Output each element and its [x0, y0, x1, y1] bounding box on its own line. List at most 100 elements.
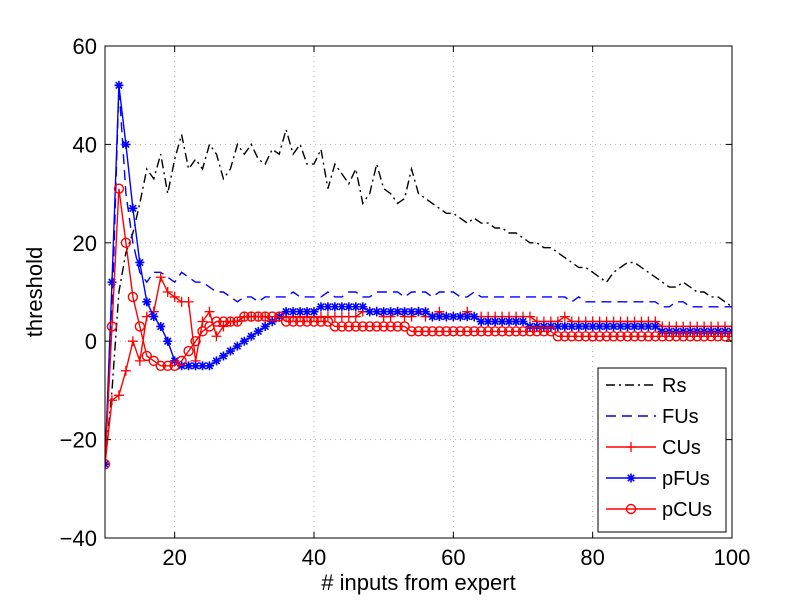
series-line-pcus — [105, 188, 732, 465]
data-point — [462, 312, 472, 322]
plot-frame — [104, 45, 733, 539]
data-point — [393, 307, 403, 317]
data-point — [155, 272, 166, 283]
data-point — [239, 311, 250, 322]
data-point — [629, 331, 640, 342]
data-point — [455, 312, 465, 322]
data-point — [134, 355, 145, 366]
data-point — [205, 361, 214, 371]
data-point — [636, 321, 646, 331]
data-point — [705, 331, 717, 342]
y-tick-label: 20 — [73, 231, 97, 256]
data-point — [609, 321, 619, 331]
legend-label: FUs — [662, 406, 699, 428]
legend-marker — [626, 442, 636, 452]
data-point — [301, 316, 313, 327]
legend-entry-rs: Rs — [606, 375, 686, 397]
data-point — [643, 331, 654, 342]
data-point — [678, 331, 689, 342]
series-fus — [105, 85, 732, 465]
data-point — [364, 321, 375, 332]
data-point — [545, 326, 557, 337]
legend-box — [597, 367, 727, 533]
data-point — [142, 297, 152, 307]
legend-entry-pfus: pFUs — [606, 468, 710, 490]
data-point — [344, 302, 354, 312]
data-point — [587, 331, 598, 342]
data-point — [107, 277, 117, 287]
data-point — [489, 326, 501, 337]
data-point — [156, 321, 166, 331]
data-point — [204, 306, 215, 317]
data-point — [169, 291, 180, 302]
data-point — [727, 321, 732, 332]
x-tick-label: 60 — [441, 545, 465, 570]
data-point — [650, 321, 660, 331]
data-point — [357, 321, 368, 332]
data-point — [448, 312, 458, 322]
data-point — [163, 336, 173, 346]
data-point — [113, 183, 125, 194]
data-point — [176, 355, 187, 367]
data-point — [524, 311, 535, 322]
data-point — [365, 307, 375, 317]
data-point — [329, 321, 341, 332]
y-tick-label: 40 — [73, 132, 97, 157]
data-point — [615, 331, 626, 342]
data-point — [378, 321, 389, 332]
data-point — [113, 390, 124, 401]
data-point — [315, 316, 327, 327]
data-point — [567, 321, 577, 331]
data-point — [120, 237, 132, 249]
data-point — [134, 321, 146, 332]
data-point — [190, 336, 201, 347]
data-point — [503, 326, 515, 337]
legend-entry-cus: CUs — [606, 437, 701, 459]
data-point — [531, 326, 543, 337]
data-point — [316, 302, 326, 312]
legend-label: pFUs — [662, 468, 710, 490]
data-point — [719, 331, 731, 342]
data-point — [211, 316, 222, 327]
series-layer — [105, 80, 732, 470]
data-point — [121, 139, 131, 149]
x-tick-label: 80 — [580, 545, 604, 570]
data-point — [149, 312, 159, 322]
data-point — [407, 307, 417, 317]
data-point — [427, 312, 437, 322]
data-point — [448, 326, 459, 337]
data-point — [197, 316, 208, 327]
data-point — [504, 317, 514, 327]
data-point — [246, 311, 257, 322]
data-point — [427, 326, 438, 337]
data-point — [538, 326, 550, 337]
data-point — [511, 317, 521, 327]
data-point — [441, 326, 452, 337]
data-point — [490, 317, 500, 327]
data-point — [280, 316, 292, 327]
data-point — [309, 307, 319, 317]
data-point — [483, 317, 493, 327]
data-point — [616, 321, 626, 331]
data-point — [246, 331, 256, 341]
y-tick-label: −40 — [60, 526, 97, 551]
data-point — [650, 331, 661, 342]
data-point — [595, 321, 605, 331]
data-point — [462, 326, 473, 337]
data-point — [218, 351, 228, 361]
data-point — [225, 346, 235, 356]
data-point — [392, 321, 403, 332]
data-point — [434, 312, 444, 322]
data-point — [127, 291, 139, 303]
data-point — [553, 321, 563, 331]
data-point — [239, 336, 249, 346]
data-point — [691, 331, 703, 342]
data-point — [197, 326, 208, 337]
legend-label: CUs — [662, 437, 701, 459]
data-point — [106, 321, 118, 332]
data-point — [351, 302, 361, 312]
data-point — [386, 307, 396, 317]
y-tick-label: 0 — [85, 329, 97, 354]
data-point — [127, 336, 138, 347]
series-line-fus — [105, 85, 732, 465]
